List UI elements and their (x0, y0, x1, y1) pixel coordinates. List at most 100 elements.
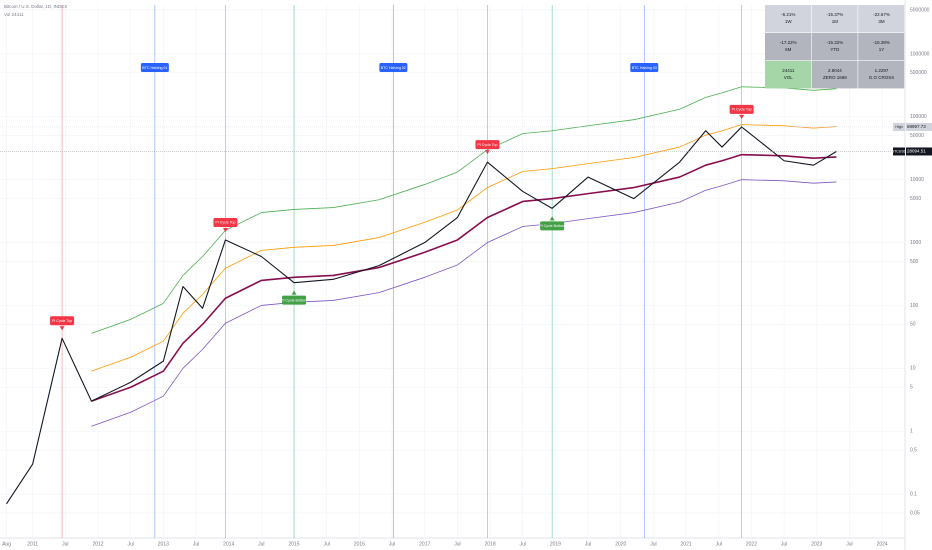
annotation-label: PI Cycle Bottom (539, 224, 565, 228)
y-tick-label: 50 (910, 322, 916, 328)
series-line (91, 153, 837, 402)
x-tick-label: Jul (389, 541, 395, 547)
price-label-bg (906, 122, 932, 131)
price-label-name: BTCUSD (892, 149, 907, 153)
table-value: -15.32% (827, 40, 844, 45)
annotation-label: PI Cycle Bottom (281, 298, 307, 302)
event-label: BTC Halving 03 (632, 66, 657, 70)
x-tick-label: Aug (2, 541, 11, 547)
x-tick-label: Jul (62, 541, 68, 547)
y-tick-label: 1000 (910, 240, 921, 246)
annotation-bg (213, 217, 238, 227)
table-period: 1Y (879, 47, 885, 52)
table-value: -16.38% (873, 40, 890, 45)
y-tick-label: 100000 (910, 114, 927, 120)
price-label-value: 68997.73 (907, 124, 926, 129)
y-tick-label: 5000000 (910, 7, 930, 13)
table-cell (811, 61, 858, 89)
table-cell (858, 61, 905, 89)
x-tick-label: Jul (193, 541, 199, 547)
x-tick-label: 2012 (92, 541, 103, 547)
x-tick-label: Jul (716, 541, 722, 547)
annotation-arrow (59, 326, 65, 331)
annotation-arrow (739, 114, 745, 119)
table-value: -22.67% (873, 12, 890, 17)
y-tick-label: 5000 (910, 196, 921, 202)
y-tick-label: 100 (910, 303, 919, 309)
event-label: BTC Halving 02 (381, 66, 406, 70)
x-tick-label: 2019 (550, 541, 561, 547)
annotation-bg (540, 221, 565, 231)
series-line (91, 179, 837, 427)
x-tick-label: Jul (585, 541, 591, 547)
table-cell (765, 61, 811, 89)
table-cell (811, 5, 858, 33)
annotation-label: PI Cycle Top (477, 143, 497, 147)
table-period: 1W (785, 19, 793, 24)
annotation-label: PI Cycle Top (732, 108, 752, 112)
header-text: Vol 24411 (4, 12, 24, 17)
x-tick-label: Jul (846, 541, 852, 547)
x-tick-label: 2014 (223, 541, 234, 547)
table-value: -6.21% (781, 12, 795, 17)
table-cell (858, 33, 905, 61)
table-cell (811, 33, 858, 61)
table-period: ZERO 1668 (823, 75, 847, 80)
series-line (91, 124, 837, 372)
x-tick-label: 2021 (681, 541, 692, 547)
table-value: 1.2297 (875, 68, 889, 73)
y-tick-label: 0.1 (910, 491, 917, 497)
price-label-bg (906, 147, 932, 156)
table-period: 1M (832, 19, 839, 24)
y-tick-label: 50000 (910, 133, 924, 139)
x-tick-label: 2013 (158, 541, 169, 547)
table-value: 24411 (782, 68, 795, 73)
price-label-name-bg (893, 122, 905, 131)
x-tick-label: Jul (520, 541, 526, 547)
header-text: Bitcoin / U.S. Dollar, 1D, INDEX (4, 4, 67, 9)
price-label-value: 28094.51 (907, 149, 926, 154)
table-cell (765, 33, 811, 61)
table-period: YTD (830, 47, 840, 52)
annotation-label: PI Cycle Top (215, 221, 235, 225)
series-line (91, 86, 837, 334)
table-period: 6M (785, 47, 792, 52)
x-tick-label: 2023 (811, 541, 822, 547)
x-tick-label: 2016 (354, 541, 365, 547)
y-tick-label: 0.05 (910, 510, 920, 516)
x-tick-label: 2015 (288, 541, 299, 547)
price-label-name-bg (893, 147, 905, 156)
y-tick-label: 1000000 (910, 51, 930, 57)
x-tick-label: Jul (781, 541, 787, 547)
x-tick-label: Jul (127, 541, 133, 547)
annotation-arrow (222, 227, 228, 232)
x-tick-label: 2018 (485, 541, 496, 547)
event-label-bg (630, 63, 659, 72)
y-tick-label: 1 (910, 429, 913, 435)
table-period: 3M (878, 19, 885, 24)
price-label-name: High (895, 125, 902, 129)
annotation-bg (50, 316, 75, 326)
x-tick-label: Jul (650, 541, 656, 547)
table-value: 2.8044 (828, 68, 842, 73)
table-value: -17.22% (780, 40, 797, 45)
annotation-arrow (291, 290, 297, 295)
table-cell (858, 5, 905, 33)
x-tick-label: 2022 (746, 541, 757, 547)
x-tick-label: 2020 (615, 541, 626, 547)
annotation-label: PI Cycle Top (52, 319, 72, 323)
event-label: BTC Halving 01 (142, 66, 167, 70)
x-tick-label: Jul (258, 541, 264, 547)
y-tick-label: 5 (910, 385, 913, 391)
annotation-arrow (549, 216, 555, 221)
x-tick-label: 2011 (27, 541, 38, 547)
y-tick-label: 500000 (910, 70, 927, 76)
table-period: VOL (784, 75, 794, 80)
x-tick-label: Jul (454, 541, 460, 547)
annotation-arrow (484, 150, 490, 155)
event-label-bg (379, 63, 408, 72)
x-tick-label: 2017 (419, 541, 430, 547)
